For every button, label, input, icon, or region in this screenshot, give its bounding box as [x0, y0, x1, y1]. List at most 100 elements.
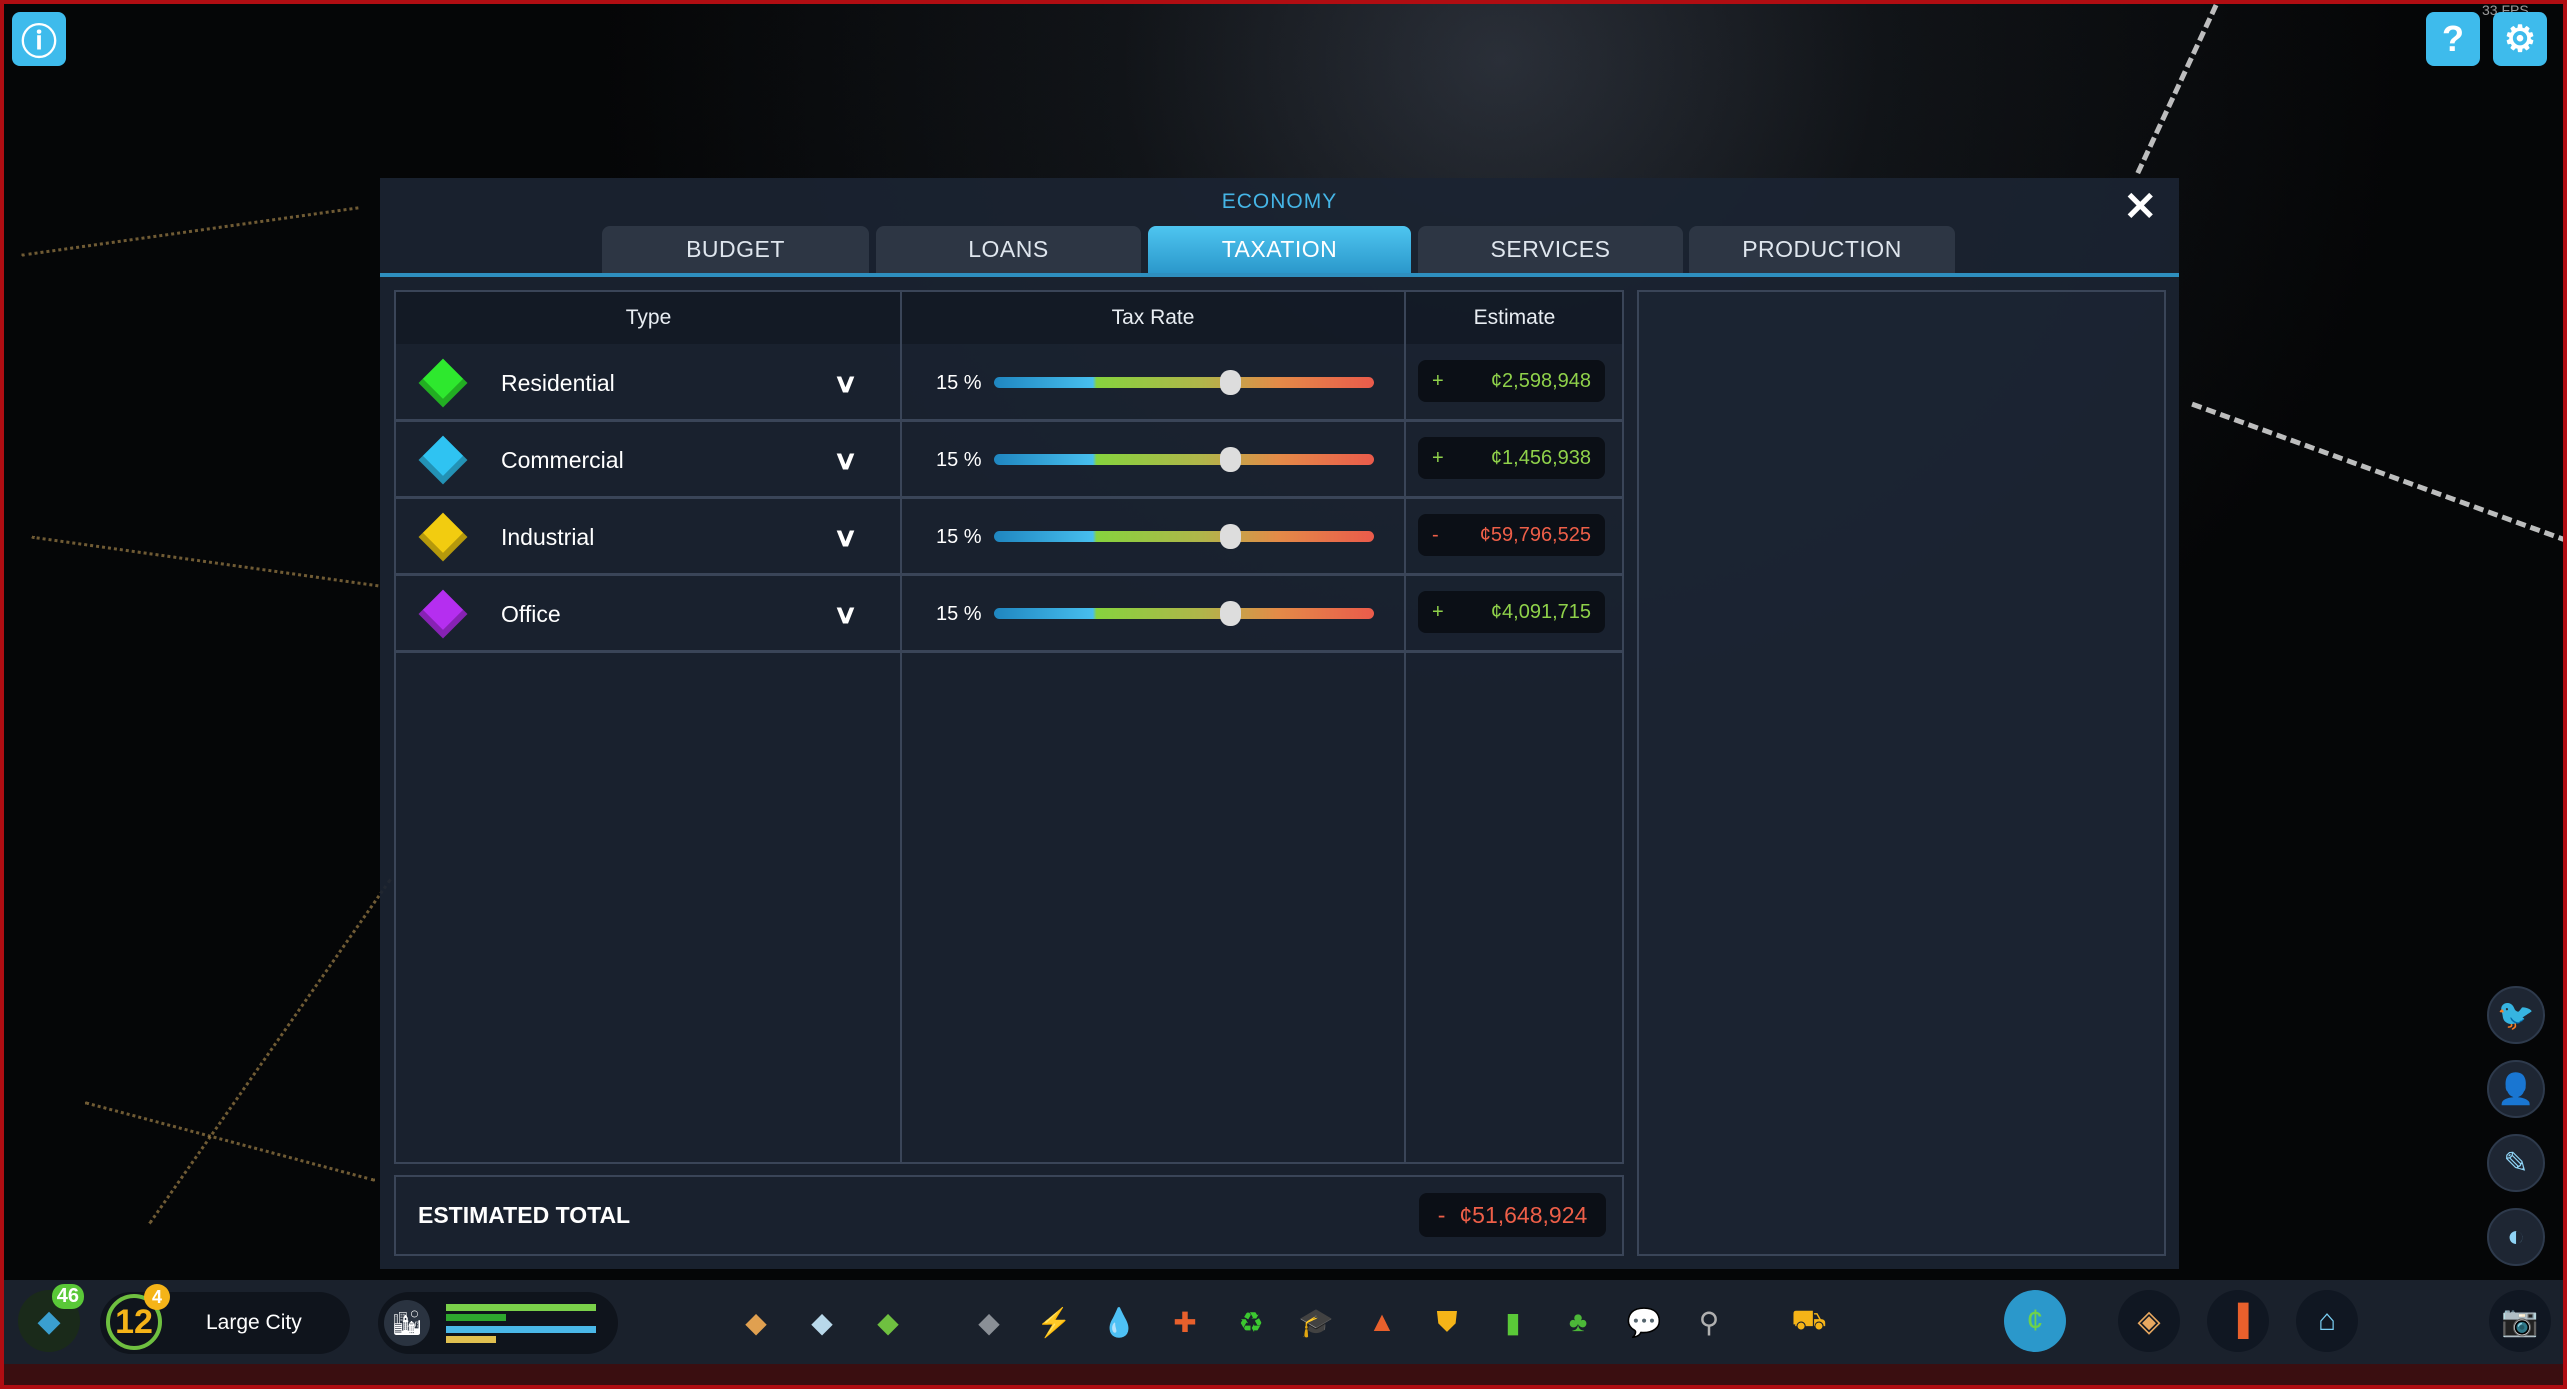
header-tax-rate: Tax Rate	[1111, 306, 1195, 329]
estimate-sign: -	[1432, 523, 1439, 546]
milestone-pill[interactable]: 12 4 Large City	[100, 1284, 350, 1354]
map-road	[31, 535, 379, 588]
demand-bar-residential-2	[446, 1314, 506, 1321]
estimate-sign: +	[1432, 600, 1444, 623]
photo-mode-button[interactable]: 📷	[2489, 1290, 2551, 1352]
tab-taxation[interactable]: TAXATION	[1148, 226, 1411, 273]
area-icon: ◆	[811, 1306, 833, 1338]
fire-icon: ▲	[1368, 1306, 1396, 1337]
tab-budget[interactable]: BUDGET	[602, 226, 869, 273]
water-icon: 💧	[1101, 1306, 1137, 1338]
statistics-button[interactable]: ▐	[2207, 1290, 2269, 1352]
transport-icon: ▮	[1505, 1306, 1521, 1338]
garbage-icon: ♻	[1238, 1306, 1264, 1338]
notes-button[interactable]: ✎	[2487, 1134, 2545, 1192]
tab-loans[interactable]: LOANS	[876, 226, 1141, 273]
table-row: Office ∨ 15 % + ¢4,091,715	[396, 575, 1622, 653]
bulldozer-tool-button[interactable]: ⛟	[1789, 1302, 1829, 1342]
taskbar-strip	[4, 1364, 2563, 1389]
tax-rate-value: 15 %	[936, 448, 982, 471]
electricity-icon: ⚡	[1036, 1306, 1072, 1338]
total-value: ¢51,648,924	[1459, 1201, 1588, 1228]
health-tool-button[interactable]: ✚	[1165, 1302, 1205, 1342]
landscaping-icon: ◆	[877, 1306, 899, 1338]
tab-underline	[380, 273, 2179, 277]
city-needs-pill[interactable]: 🏙	[378, 1292, 618, 1354]
police-icon: ⛊	[1436, 1305, 1458, 1337]
table-row: Residential ∨ 15 % + ¢2,598,948	[396, 344, 1622, 422]
tab-production[interactable]: PRODUCTION	[1689, 226, 1955, 273]
roads-icon: ◆	[978, 1306, 1000, 1338]
estimate-box: - ¢59,796,525	[1418, 514, 1605, 556]
close-button[interactable]: ✕	[2123, 184, 2157, 230]
total-sign: -	[1437, 1201, 1446, 1228]
tax-rate-slider[interactable]	[994, 601, 1374, 626]
zoning-tool-button[interactable]: ◆	[736, 1302, 776, 1342]
bottom-toolbar: ◆ 46 12 4 Large City 🏙 ◆ ◆ ◆ ◆ ⚡ 💧 ✚ ♻ 🎓 ▲ ⛊ ▮ ♣ 💬 ⚲ ⛟ …	[4, 1280, 2563, 1364]
tax-rate-slider[interactable]	[994, 524, 1374, 549]
economy-button[interactable]: ¢	[2004, 1290, 2066, 1352]
development-points-button[interactable]: ◆ 46	[18, 1284, 84, 1352]
estimate-value: ¢2,598,948	[1490, 369, 1591, 392]
estimate-box: + ¢2,598,948	[1418, 360, 1605, 402]
map-road	[84, 1101, 376, 1182]
slider-handle[interactable]	[1219, 524, 1241, 549]
total-label: ESTIMATED TOTAL	[418, 1202, 631, 1228]
citizen-button[interactable]: 👤	[2487, 1060, 2545, 1118]
chirper-button[interactable]: 🐦	[2487, 986, 2545, 1044]
expand-chevron-icon[interactable]: ∨	[833, 598, 858, 629]
tax-rate-slider[interactable]	[994, 370, 1374, 395]
tax-rate-value: 15 %	[936, 602, 982, 625]
map-button[interactable]: ◈	[2118, 1290, 2180, 1352]
chirper-icon: 🐦	[2497, 998, 2535, 1032]
tax-rate-slider[interactable]	[994, 447, 1374, 472]
slider-handle[interactable]	[1219, 447, 1241, 472]
zone-name: Office	[501, 600, 561, 627]
garbage-tool-button[interactable]: ♻	[1231, 1302, 1271, 1342]
slider-handle[interactable]	[1219, 370, 1241, 395]
tab-services[interactable]: SERVICES	[1418, 226, 1683, 273]
zone-name: Industrial	[501, 523, 595, 550]
total-value-box: - ¢51,648,924	[1419, 1193, 1606, 1237]
radio-icon: ◐	[2506, 1220, 2526, 1253]
estimate-box: + ¢4,091,715	[1418, 591, 1605, 633]
police-tool-button[interactable]: ⛊	[1427, 1302, 1467, 1342]
gear-icon: ⚙	[2503, 18, 2537, 59]
communications-tool-button[interactable]: 💬	[1624, 1302, 1664, 1342]
progression-icon: ⌂	[2317, 1304, 2337, 1337]
fire-tool-button[interactable]: ▲	[1362, 1302, 1402, 1342]
milestone-badge: 4	[144, 1284, 170, 1310]
education-tool-button[interactable]: 🎓	[1296, 1302, 1336, 1342]
area-tool-button[interactable]: ◆	[802, 1302, 842, 1342]
estimate-box: + ¢1,456,938	[1418, 437, 1605, 479]
slider-handle[interactable]	[1219, 601, 1241, 626]
progression-button[interactable]: ⌂	[2296, 1290, 2358, 1352]
landscaping-tool-button[interactable]: ◆	[868, 1302, 908, 1342]
citizen-icon: 👤	[2497, 1072, 2535, 1106]
estimate-sign: +	[1432, 369, 1444, 392]
expand-chevron-icon[interactable]: ∨	[833, 444, 858, 475]
shovel-tool-button[interactable]: ⚲	[1689, 1302, 1729, 1342]
expand-chevron-icon[interactable]: ∨	[833, 367, 858, 398]
estimate-sign: +	[1432, 446, 1444, 469]
radio-button[interactable]: ◐	[2487, 1208, 2545, 1266]
economy-icon: ¢	[2026, 1304, 2044, 1337]
expand-chevron-icon[interactable]: ∨	[833, 521, 858, 552]
tax-rate-value: 15 %	[936, 371, 982, 394]
water-tool-button[interactable]: 💧	[1099, 1302, 1139, 1342]
help-button[interactable]: ?	[2426, 12, 2480, 66]
education-icon: 🎓	[1298, 1306, 1334, 1338]
roads-tool-button[interactable]: ◆	[969, 1302, 1009, 1342]
development-tree-icon: ◆	[37, 1304, 61, 1338]
map-boundary	[2191, 401, 2567, 544]
electricity-tool-button[interactable]: ⚡	[1034, 1302, 1074, 1342]
settings-button[interactable]: ⚙	[2493, 12, 2547, 66]
table-row: Industrial ∨ 15 % - ¢59,796,525	[396, 498, 1622, 576]
parks-tool-button[interactable]: ♣	[1558, 1302, 1598, 1342]
table-header: Type Tax Rate Estimate	[396, 292, 1622, 344]
notes-icon: ✎	[2503, 1146, 2529, 1180]
info-button[interactable]: ⓘ	[12, 12, 66, 66]
map-road	[21, 206, 359, 257]
development-points-count: 46	[51, 1284, 84, 1309]
transport-tool-button[interactable]: ▮	[1493, 1302, 1533, 1342]
